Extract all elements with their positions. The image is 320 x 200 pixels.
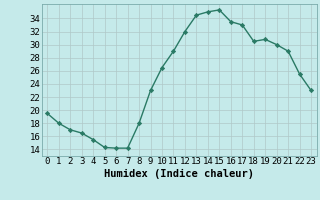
X-axis label: Humidex (Indice chaleur): Humidex (Indice chaleur) xyxy=(104,169,254,179)
